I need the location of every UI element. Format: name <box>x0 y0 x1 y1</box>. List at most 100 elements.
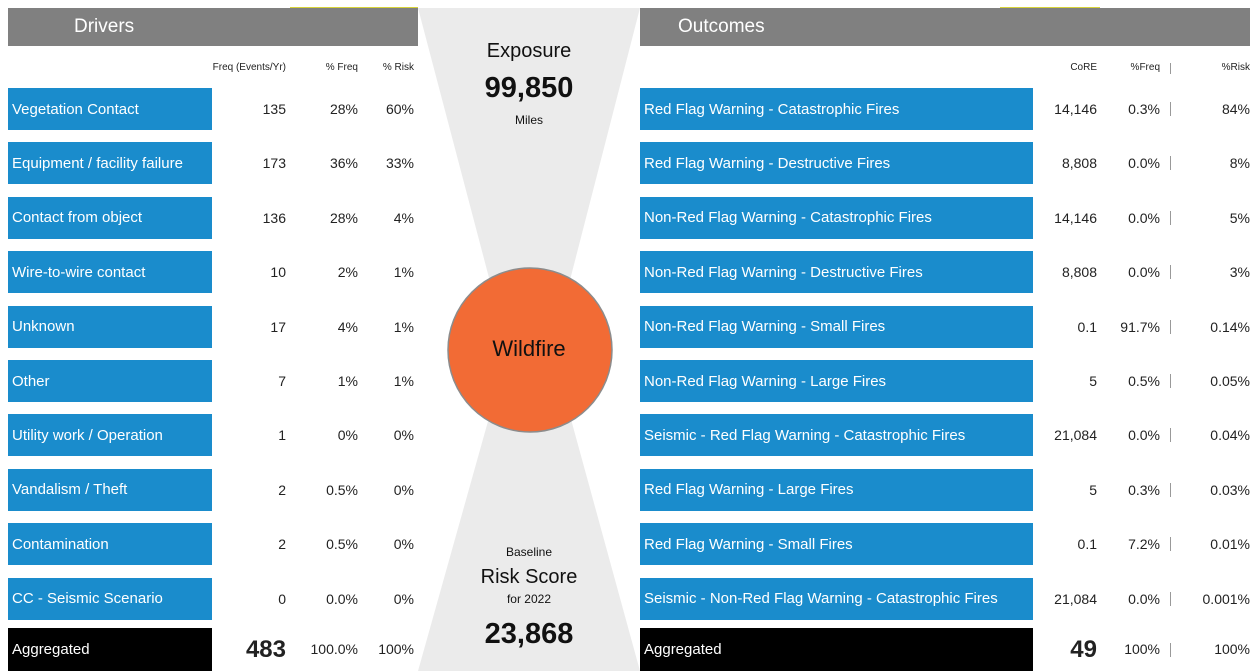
column-header: % Freq <box>325 62 358 73</box>
row-value: 0.0% <box>1128 590 1160 607</box>
aggregated-value: 100.0% <box>310 641 358 657</box>
row-value: 17 <box>270 318 286 335</box>
row-value: 0% <box>393 427 414 444</box>
exposure-unit: Miles <box>514 113 543 127</box>
separator <box>1170 265 1171 280</box>
row-value: 0% <box>337 427 358 444</box>
row-value: 0% <box>393 590 414 607</box>
row-value: 0.1 <box>1077 536 1097 553</box>
row-label: Contact from object <box>8 196 212 239</box>
separator <box>1170 428 1171 443</box>
row-value: 8,808 <box>1061 264 1097 281</box>
row-value: 21,084 <box>1054 590 1097 607</box>
column-header: Freq (Events/Yr) <box>212 62 286 73</box>
row-value: 0.5% <box>1128 373 1160 389</box>
aggregated-value: 49 <box>1070 636 1097 663</box>
row-value: 2% <box>337 264 358 281</box>
row-value: 0.0% <box>1128 155 1160 172</box>
row-value: 2 <box>278 481 286 498</box>
row-value: 8,808 <box>1061 155 1097 172</box>
row-value: 0.0% <box>1128 264 1160 281</box>
row-label: Non-Red Flag Warning - Catastrophic Fire… <box>640 196 1033 239</box>
row-value: 0.03% <box>1210 481 1250 498</box>
row-value: 8% <box>1229 155 1250 172</box>
row-label: Red Flag Warning - Small Fires <box>640 523 1033 566</box>
row-value: 4% <box>337 318 358 335</box>
row-label: Non-Red Flag Warning - Small Fires <box>640 305 1033 348</box>
row-value: 0 <box>278 590 286 607</box>
row-value: 0.5% <box>326 536 358 553</box>
separator <box>1170 102 1171 116</box>
aggregated-value: 100% <box>1214 641 1250 657</box>
row-value: 135 <box>262 101 286 117</box>
row-label: Contamination <box>8 523 212 566</box>
row-value: 33% <box>385 155 414 172</box>
column-header: %Risk <box>1221 62 1250 73</box>
row-value: 7 <box>278 373 286 389</box>
row-label: Utility work / Operation <box>8 414 212 457</box>
row-value: 5% <box>1229 209 1250 226</box>
aggregated-value: 100% <box>378 641 414 657</box>
row-value: 0.0% <box>326 590 358 607</box>
separator <box>1170 537 1171 552</box>
separator <box>1170 482 1171 497</box>
row-value: 173 <box>262 155 286 172</box>
risk-score-label: Risk Score <box>480 566 578 588</box>
row-value: 3% <box>1229 264 1250 281</box>
row-value: 91.7% <box>1120 318 1160 335</box>
separator <box>1170 319 1171 334</box>
aggregated-value: 483 <box>245 636 286 663</box>
drivers-header: Drivers <box>8 8 418 46</box>
row-label: Non-Red Flag Warning - Destructive Fires <box>640 251 1033 294</box>
baseline-label: Baseline <box>505 545 553 559</box>
row-value: 1% <box>393 373 414 389</box>
row-value: 36% <box>329 155 358 172</box>
exposure-title: Exposure <box>486 40 572 62</box>
row-label: Unknown <box>8 305 212 348</box>
row-value: 28% <box>329 101 358 117</box>
row-value: 4% <box>393 209 414 226</box>
row-value: 0% <box>393 481 414 498</box>
separator <box>1170 591 1171 606</box>
row-value: 0.3% <box>1128 481 1160 498</box>
separator <box>1170 210 1171 225</box>
row-value: 21,084 <box>1054 427 1097 444</box>
separator <box>1170 643 1171 657</box>
row-value: 0.01% <box>1210 536 1250 553</box>
row-value: 0.0% <box>1128 209 1160 226</box>
risk-value: 23,868 <box>484 618 574 650</box>
aggregated-label: Aggregated <box>8 628 212 671</box>
row-value: 28% <box>329 209 358 226</box>
row-label: Seismic - Non-Red Flag Warning - Catastr… <box>640 577 1033 620</box>
row-label: Equipment / facility failure <box>8 142 212 185</box>
event-circle <box>447 267 613 433</box>
row-value: 7.2% <box>1128 536 1160 553</box>
year-label: for 2022 <box>506 592 552 606</box>
row-value: 60% <box>385 101 414 117</box>
separator <box>1170 374 1171 388</box>
row-label: Wire-to-wire contact <box>8 251 212 294</box>
row-label: CC - Seismic Scenario <box>8 577 212 620</box>
row-label: Red Flag Warning - Destructive Fires <box>640 142 1033 185</box>
outcomes-header: Outcomes <box>640 8 1250 46</box>
column-header: CoRE <box>1070 62 1097 73</box>
row-value: 5 <box>1089 481 1097 498</box>
row-value: 1% <box>393 318 414 335</box>
row-value: 84% <box>1221 101 1250 117</box>
aggregated-label: Aggregated <box>640 628 1033 671</box>
row-value: 14,146 <box>1054 209 1097 226</box>
row-value: 0.0% <box>1128 427 1160 444</box>
row-value: 0% <box>393 536 414 553</box>
row-value: 0.04% <box>1210 427 1250 444</box>
row-value: 0.05% <box>1210 373 1250 389</box>
row-label: Non-Red Flag Warning - Large Fires <box>640 360 1033 402</box>
column-header: % Risk <box>382 62 414 73</box>
aggregated-value: 100% <box>1124 641 1160 657</box>
row-value: 0.3% <box>1128 101 1160 117</box>
row-value: 0.14% <box>1210 318 1250 335</box>
separator <box>1170 63 1171 74</box>
row-value: 14,146 <box>1054 101 1097 117</box>
row-value: 2 <box>278 536 286 553</box>
